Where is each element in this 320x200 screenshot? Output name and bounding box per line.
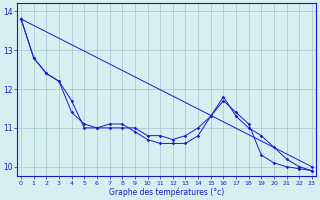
X-axis label: Graphe des températures (°c): Graphe des températures (°c) bbox=[109, 187, 224, 197]
